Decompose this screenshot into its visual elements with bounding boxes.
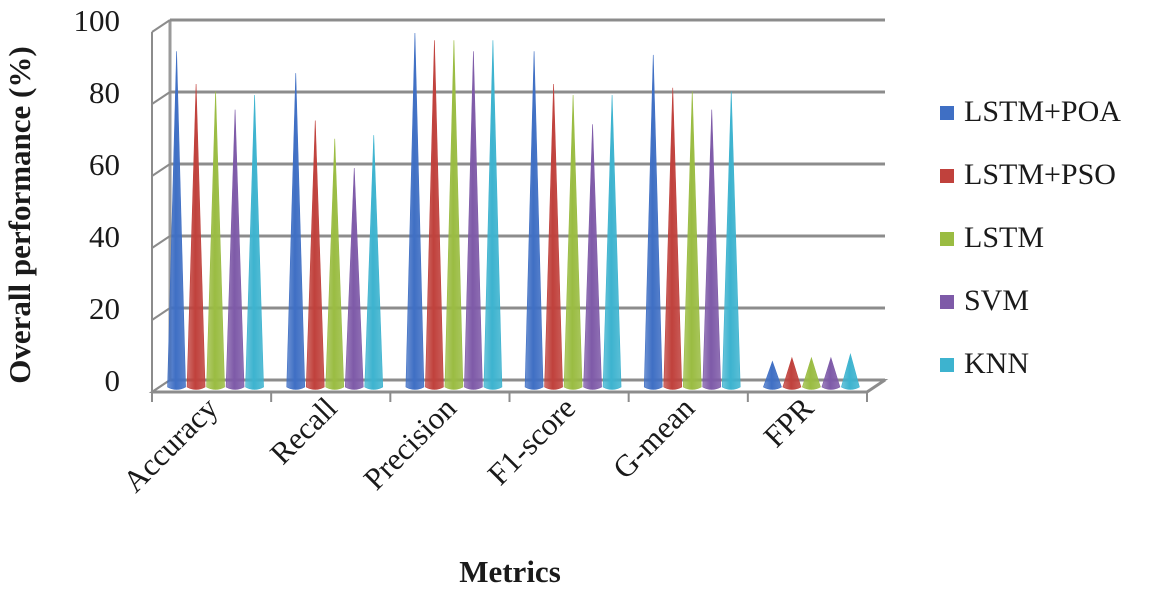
x-tick-label: F1-score [481,390,582,491]
x-axis-ticks: Accuracy Recall Precision F1-score G-mean FPR [116,390,868,499]
bar [544,84,563,390]
legend-swatch [940,232,954,246]
legend: LSTM+POA LSTM+PSO LSTM SVM KNN [940,95,1121,380]
gridline-depth [151,19,171,33]
x-tick-label: Recall [263,390,344,471]
bar [782,356,802,390]
bar [325,138,345,390]
bar [344,167,364,390]
legend-label: KNN [964,347,1029,380]
x-axis-title: Metrics [459,554,561,589]
x-tick-label: Accuracy [116,390,225,499]
bar [763,360,782,390]
bar [425,40,444,390]
legend-label: SVM [964,284,1029,317]
bar-series [167,32,860,390]
legend-label: LSTM [964,221,1044,254]
gridline-depth [151,307,171,321]
bar [643,54,663,390]
bar [464,51,483,390]
legend-label: LSTM+POA [964,95,1121,128]
floor-right-edge [866,378,886,394]
bar [721,91,741,390]
bar [206,91,225,390]
bar [682,91,702,390]
bar [286,73,306,390]
bar [305,120,325,390]
bar [444,40,464,390]
gridline-depth [151,163,171,177]
bar [186,84,206,390]
y-tick-label: 0 [105,363,121,398]
bar [483,40,503,390]
y-tick-label: 40 [89,219,120,254]
gridline-depth [151,235,171,249]
y-tick-label: 60 [89,147,120,182]
x-tick-label: Precision [357,390,464,497]
x-tick-label: FPR [757,390,821,454]
y-tick-label: 80 [89,75,120,110]
y-tick-label: 100 [74,3,121,38]
legend-label: LSTM+PSO [964,158,1116,191]
bar [663,87,683,390]
legend-swatch [940,169,954,183]
bar [602,94,622,390]
bar [524,51,544,390]
gridline-depth [151,91,171,105]
legend-swatch [940,295,954,309]
y-axis-title: Overall performance (%) [2,46,37,383]
legend-swatch [940,358,954,372]
bar [841,353,860,390]
x-tick-label: G-mean [606,390,702,486]
bar [802,356,821,390]
bar [702,109,722,390]
bar [583,124,602,390]
bar [821,356,841,390]
y-axis-ticks: 0 20 40 60 80 100 [74,3,121,398]
bar [225,109,245,390]
bar [563,94,583,390]
bar [167,51,186,390]
bar [245,94,264,390]
legend-swatch [940,106,954,120]
bar [364,135,384,390]
bar [405,32,425,390]
y-tick-label: 20 [89,291,120,326]
